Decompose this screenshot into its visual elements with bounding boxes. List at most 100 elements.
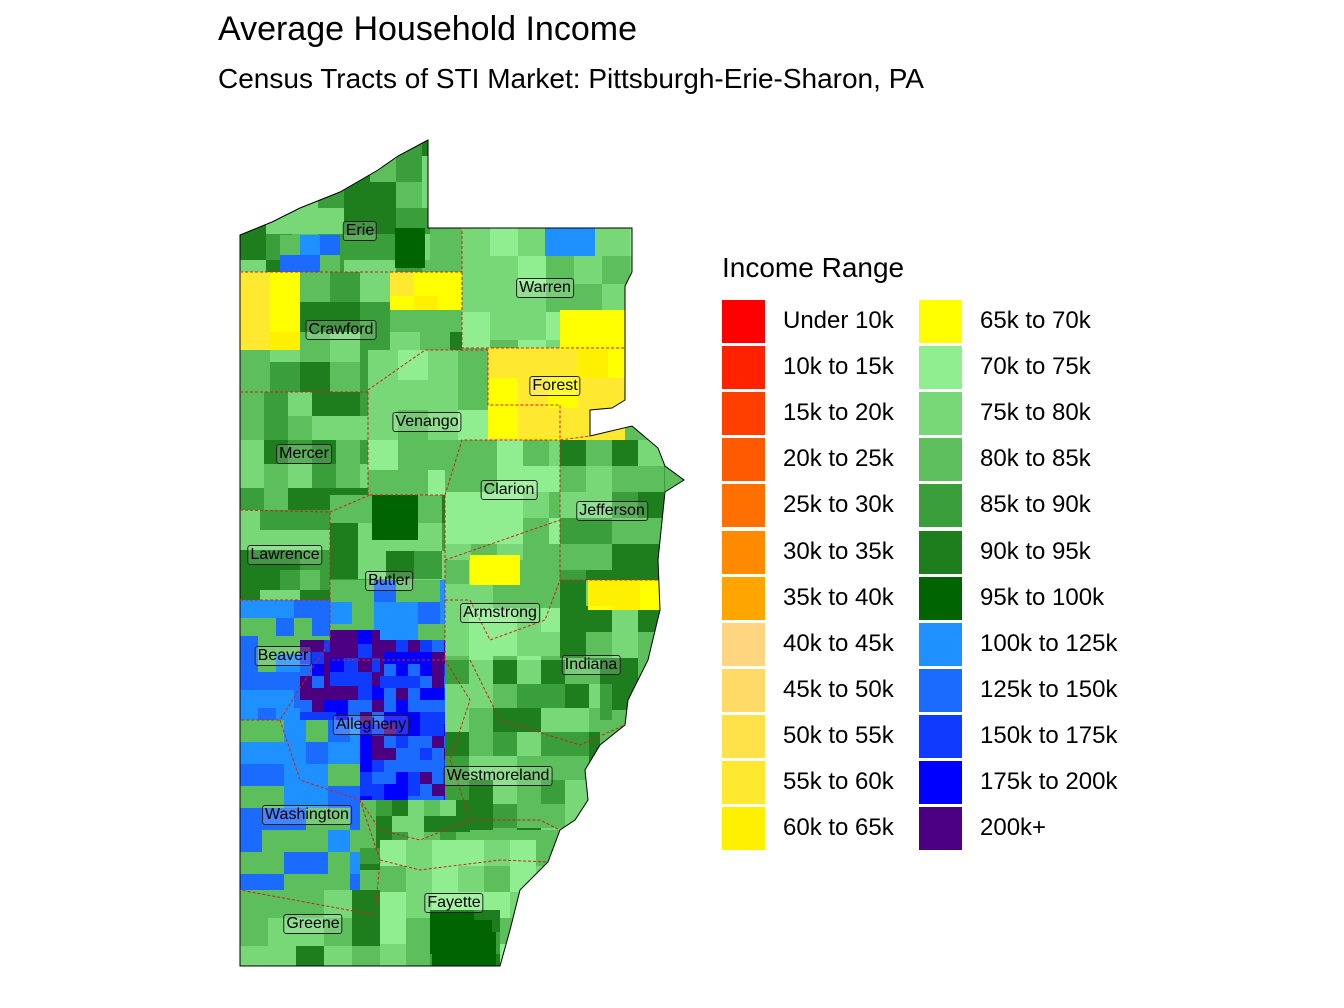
census-tract bbox=[368, 380, 398, 410]
census-tract bbox=[240, 690, 258, 708]
census-tract bbox=[444, 688, 445, 700]
census-tract bbox=[240, 140, 266, 156]
census-tract bbox=[306, 852, 328, 874]
census-tract bbox=[496, 954, 500, 966]
legend-swatch bbox=[722, 761, 765, 804]
census-tract bbox=[262, 830, 284, 852]
census-tract bbox=[368, 470, 398, 495]
census-tract bbox=[444, 736, 445, 748]
census-tract bbox=[490, 340, 518, 348]
census-tract bbox=[396, 602, 418, 624]
census-tract bbox=[312, 676, 324, 688]
census-tract bbox=[432, 664, 444, 676]
census-tract bbox=[589, 804, 600, 828]
census-tract bbox=[444, 664, 445, 676]
census-tract bbox=[240, 488, 264, 510]
census-tract bbox=[372, 630, 380, 644]
census-tract bbox=[300, 664, 312, 676]
census-tract bbox=[488, 348, 518, 378]
legend-swatch bbox=[722, 622, 765, 666]
census-tract bbox=[518, 378, 548, 408]
legend-label: 95k to 100k bbox=[980, 583, 1105, 611]
census-tract bbox=[630, 228, 632, 256]
census-tract bbox=[262, 764, 284, 786]
census-tract bbox=[517, 684, 541, 708]
census-tract bbox=[288, 392, 312, 416]
census-tract bbox=[488, 378, 518, 408]
census-tract bbox=[330, 672, 344, 686]
census-tract bbox=[440, 816, 456, 832]
legend-label: 85k to 90k bbox=[980, 491, 1091, 519]
census-tract bbox=[330, 602, 352, 624]
legend-swatch bbox=[919, 807, 962, 851]
census-tract bbox=[384, 676, 396, 688]
census-tract bbox=[264, 488, 288, 510]
census-tract bbox=[380, 918, 406, 944]
census-tract bbox=[586, 570, 612, 580]
census-tract bbox=[384, 700, 396, 712]
census-tract bbox=[396, 140, 422, 156]
legend-label: 75k to 80k bbox=[980, 399, 1091, 427]
census-tract bbox=[370, 182, 396, 208]
census-tract bbox=[420, 724, 432, 736]
census-tract bbox=[444, 700, 445, 712]
census-tract bbox=[336, 464, 360, 488]
census-tract bbox=[612, 658, 638, 684]
census-tract bbox=[350, 786, 360, 808]
census-tract bbox=[536, 892, 548, 918]
census-tract bbox=[240, 720, 262, 742]
census-tract bbox=[376, 800, 392, 816]
census-tract bbox=[240, 590, 260, 600]
legend-swatch bbox=[919, 392, 962, 436]
census-tract bbox=[578, 408, 608, 438]
census-tract bbox=[497, 440, 523, 466]
census-tract bbox=[462, 340, 490, 348]
county-label-mercer: Mercer bbox=[276, 444, 332, 464]
census-tract bbox=[484, 866, 510, 892]
census-tract bbox=[469, 684, 493, 708]
census-tract bbox=[276, 636, 294, 654]
census-tract bbox=[350, 742, 360, 764]
census-tract bbox=[408, 652, 420, 664]
census-tract bbox=[414, 551, 442, 579]
legend-swatch bbox=[919, 530, 962, 574]
census-tract bbox=[360, 272, 390, 302]
census-tract bbox=[445, 584, 469, 608]
census-tract bbox=[432, 840, 458, 866]
census-tract bbox=[384, 748, 396, 760]
census-tract bbox=[638, 606, 660, 632]
legend-label: 70k to 75k bbox=[980, 353, 1091, 381]
census-tract bbox=[372, 686, 380, 700]
census-tract bbox=[358, 630, 372, 644]
census-tract bbox=[518, 348, 548, 378]
census-tract bbox=[442, 523, 445, 551]
census-tract bbox=[262, 786, 284, 808]
census-tract bbox=[312, 688, 324, 700]
census-tracts bbox=[240, 140, 684, 966]
census-tract bbox=[260, 570, 280, 590]
census-tract bbox=[300, 652, 312, 664]
census-tract bbox=[318, 140, 344, 156]
census-tract bbox=[396, 652, 408, 664]
census-tract bbox=[497, 518, 523, 544]
census-tract bbox=[384, 784, 396, 796]
census-tract bbox=[493, 584, 517, 608]
census-tract bbox=[328, 874, 350, 890]
census-tract bbox=[586, 466, 612, 492]
census-tract bbox=[258, 636, 276, 654]
census-tract bbox=[260, 510, 280, 530]
census-tract bbox=[445, 560, 469, 584]
census-tract bbox=[270, 362, 300, 392]
census-tract bbox=[496, 910, 500, 932]
census-tract bbox=[406, 918, 432, 944]
census-tract bbox=[306, 874, 328, 890]
census-tract bbox=[445, 708, 469, 732]
census-tract bbox=[358, 644, 372, 658]
census-tract bbox=[471, 440, 497, 466]
county-label-fayette: Fayette bbox=[424, 893, 484, 913]
census-tract bbox=[471, 492, 497, 518]
census-tract bbox=[284, 874, 306, 890]
census-tract bbox=[320, 570, 330, 590]
census-tract bbox=[493, 828, 517, 830]
census-tract bbox=[420, 652, 432, 664]
